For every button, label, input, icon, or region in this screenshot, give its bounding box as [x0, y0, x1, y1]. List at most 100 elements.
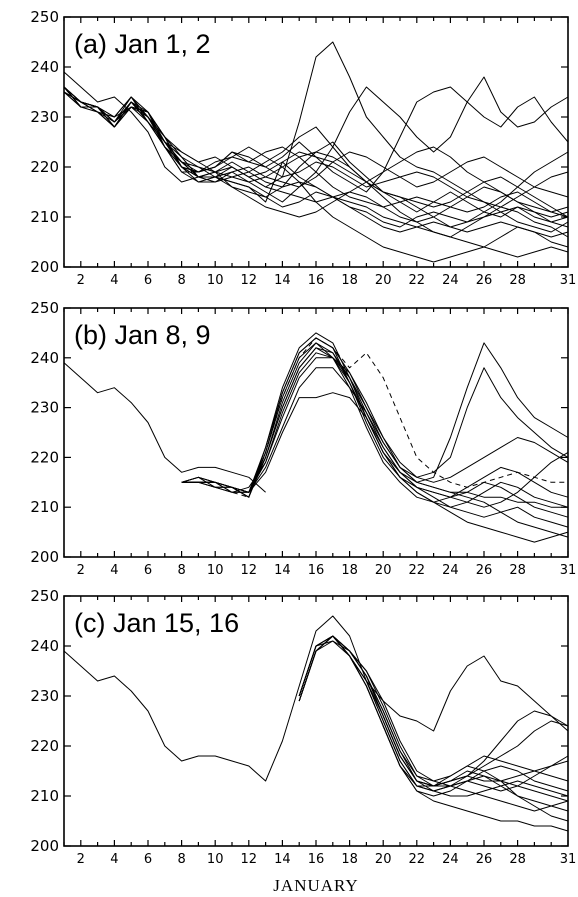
series-line-c-7	[298, 635, 569, 797]
series-line-c-13	[298, 635, 569, 787]
y-tick-labels-b: 200 210 220 230 240 250	[30, 299, 59, 566]
y-tick-label-a: 220	[30, 158, 59, 176]
series-line-a-3	[63, 86, 569, 193]
series-line-c-12	[298, 635, 569, 782]
series-line-b-4	[181, 342, 569, 493]
x-tick-labels-b: 2 4 6 8 10 12 14 16 18 20 22 24 26 28 31	[77, 563, 577, 578]
x-tick-label-b: 31	[560, 563, 577, 578]
y-tick-label-a: 200	[30, 258, 59, 276]
x-tick-label-a: 10	[207, 273, 224, 288]
x-tick-label-b: 4	[110, 563, 118, 578]
x-tick-label-c: 24	[442, 852, 459, 867]
series-line-c-10	[298, 635, 569, 812]
y-tick-labels-c: 200 210 220 230 240 250	[30, 587, 59, 855]
series-line-b-10	[181, 337, 569, 538]
x-tick-label-b: 8	[177, 563, 185, 578]
series-line-c-5	[298, 635, 569, 792]
series-line-a-16	[63, 71, 569, 218]
series-line-c-9	[298, 635, 569, 797]
series-line-b-12	[181, 352, 568, 508]
x-tick-label-c: 2	[77, 852, 85, 867]
series-line-a-4	[63, 76, 569, 203]
panel-title-b: (b) Jan 8, 9	[74, 320, 211, 350]
series-line-c-1	[63, 615, 569, 782]
x-tick-label-b: 26	[476, 563, 493, 578]
x-tick-label-c: 26	[476, 852, 493, 867]
y-tick-label-c: 240	[30, 637, 59, 655]
x-tick-label-c: 22	[409, 852, 426, 867]
y-tick-label-c: 220	[30, 737, 59, 755]
series-line-a-2	[63, 41, 569, 223]
series-line-a-7	[63, 86, 569, 198]
series-line-a-5	[63, 86, 569, 248]
x-tick-label-a: 28	[509, 273, 526, 288]
x-tick-label-b: 14	[274, 563, 291, 578]
series-line-a-14	[63, 91, 569, 208]
panel-title-c: (c) Jan 15, 16	[74, 608, 239, 638]
x-tick-label-a: 26	[476, 273, 493, 288]
series-line-c-8	[298, 635, 569, 787]
y-tick-label-b: 250	[30, 299, 59, 317]
series-lines-a	[63, 41, 569, 263]
x-tick-label-b: 6	[144, 563, 152, 578]
x-tick-label-b: 18	[341, 563, 358, 578]
series-line-a-13	[63, 86, 569, 238]
y-tick-label-c: 200	[30, 837, 59, 855]
x-tick-labels-a: 2 4 6 8 10 12 14 16 18 20 22 24 26 28 31	[77, 273, 577, 288]
y-tick-label-a: 230	[30, 108, 59, 126]
x-tick-label-c: 6	[144, 852, 152, 867]
x-tick-label-a: 2	[77, 273, 85, 288]
x-tick-label-b: 24	[442, 563, 459, 578]
x-tick-label-a: 14	[274, 273, 291, 288]
x-tick-label-b: 28	[509, 563, 526, 578]
x-tick-label-a: 4	[110, 273, 118, 288]
x-tick-label-a: 20	[375, 273, 392, 288]
y-tick-label-b: 220	[30, 448, 59, 466]
x-tick-label-c: 18	[341, 852, 358, 867]
x-tick-label-c: 16	[308, 852, 325, 867]
x-tick-label-a: 24	[442, 273, 459, 288]
x-tick-label-c: 14	[274, 852, 291, 867]
x-tick-label-a: 22	[409, 273, 426, 288]
y-tick-label-a: 240	[30, 58, 59, 76]
series-line-c-11	[298, 640, 569, 832]
y-tick-label-c: 210	[30, 787, 59, 805]
x-tick-label-a: 12	[241, 273, 258, 288]
x-axis-label: JANUARY	[273, 876, 358, 895]
x-tick-label-c: 10	[207, 852, 224, 867]
series-line-c-4	[298, 635, 569, 787]
y-tick-label-b: 240	[30, 349, 59, 367]
y-tick-label-b: 210	[30, 498, 59, 516]
y-tick-label-c: 250	[30, 587, 59, 605]
series-lines-b	[63, 332, 569, 543]
x-tick-label-c: 8	[177, 852, 185, 867]
series-line-b-9	[181, 392, 569, 508]
x-tick-label-a: 31	[560, 273, 577, 288]
x-tick-label-c: 28	[509, 852, 526, 867]
series-lines-c	[63, 615, 569, 832]
y-tick-label-b: 200	[30, 548, 59, 566]
x-tick-label-a: 18	[341, 273, 358, 288]
series-line-c-2	[298, 635, 569, 802]
x-tick-label-c: 31	[560, 852, 577, 867]
series-line-c-3	[298, 635, 569, 822]
x-tick-label-b: 2	[77, 563, 85, 578]
x-tick-label-c: 12	[241, 852, 258, 867]
x-tick-label-b: 20	[375, 563, 392, 578]
y-tick-labels-a: 200 210 220 230 240 250	[30, 8, 59, 276]
x-tick-label-a: 6	[144, 273, 152, 288]
x-tick-label-c: 20	[375, 852, 392, 867]
y-tick-label-a: 250	[30, 8, 59, 26]
panel-title-a: (a) Jan 1, 2	[74, 29, 211, 59]
x-tick-label-b: 22	[409, 563, 426, 578]
y-tick-label-b: 230	[30, 399, 59, 417]
y-tick-label-a: 210	[30, 208, 59, 226]
x-tick-label-b: 12	[241, 563, 258, 578]
ticks-b	[63, 307, 569, 558]
series-line-a-10	[63, 91, 569, 218]
x-tick-label-a: 16	[308, 273, 325, 288]
x-tick-labels-c: 2 4 6 8 10 12 14 16 18 20 22 24 26 28 31	[77, 852, 577, 867]
